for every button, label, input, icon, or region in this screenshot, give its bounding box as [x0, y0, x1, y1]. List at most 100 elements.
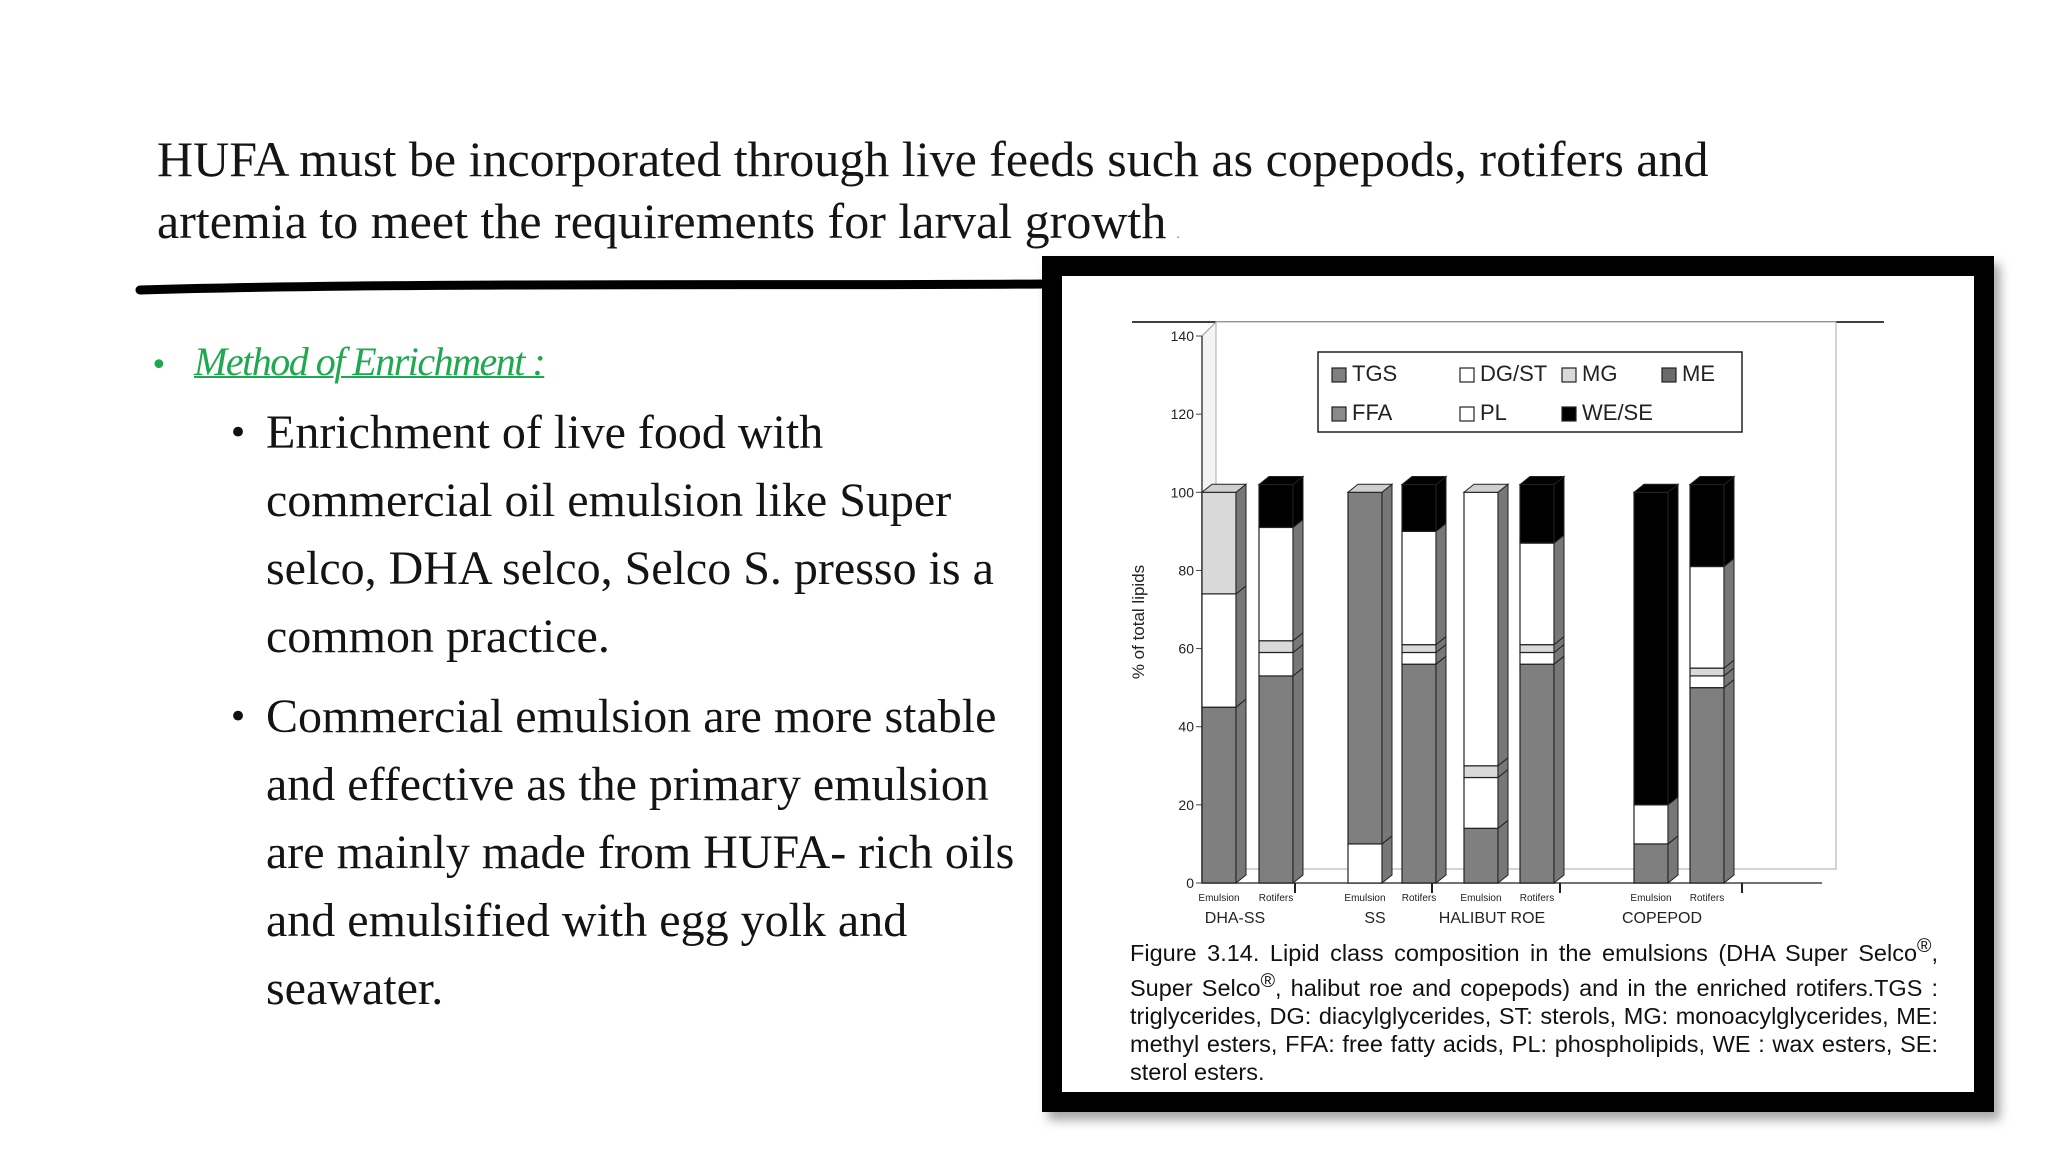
bar-segment — [1519, 651, 1555, 665]
sub-bullet-text: Enrichment of live food with commercial … — [266, 406, 994, 663]
bar-segment — [1633, 843, 1669, 884]
bar-segment — [1519, 644, 1555, 654]
bar-top — [1632, 483, 1680, 493]
bullet-dot: • — [228, 697, 249, 737]
y-tick-label: 80 — [1178, 562, 1194, 578]
bar-label: Emulsion — [1198, 893, 1239, 904]
legend-swatch — [1561, 406, 1577, 422]
bar-side — [1235, 698, 1247, 885]
bar-segment — [1463, 491, 1499, 767]
bar-segment — [1201, 491, 1237, 595]
sub-bullet-list: • Enrichment of live food with commercia… — [150, 399, 1030, 1023]
bar-top — [1257, 475, 1305, 485]
y-tick-label: 140 — [1171, 328, 1195, 344]
title-trailing-mark: . — [1176, 227, 1180, 242]
bar-segment — [1633, 491, 1669, 806]
group-label: SS — [1364, 910, 1385, 926]
bar-segment — [1401, 663, 1437, 884]
y-axis-label: % of total lipids — [1129, 565, 1148, 679]
bar-segment — [1401, 483, 1437, 532]
legend-swatch — [1331, 367, 1347, 383]
bar-top — [1518, 475, 1566, 485]
sub-bullet-text: Commercial emulsion are more stable and … — [266, 690, 1015, 1015]
legend-swatch — [1331, 406, 1347, 422]
legend-box — [1317, 351, 1743, 433]
bar-label: Rotifers — [1259, 893, 1293, 904]
bar-segment — [1347, 491, 1383, 845]
bar-side — [1435, 522, 1447, 646]
bar-top — [1688, 475, 1736, 485]
lipid-class-chart: 0 20 40 60 80 100 120 140 % of total lipids Emuls… — [1129, 320, 1884, 926]
bar-segment — [1519, 663, 1555, 884]
legend-label: FFA — [1352, 400, 1393, 425]
bar-label: Rotifers — [1402, 893, 1436, 904]
bar-segment — [1258, 675, 1294, 884]
group-label: DHA-SS — [1205, 910, 1265, 926]
bar-label: Emulsion — [1460, 893, 1501, 904]
y-tick-label: 100 — [1171, 484, 1195, 500]
figure-frame: 0 20 40 60 80 100 120 140 % of total lipids Emuls… — [1042, 256, 1994, 1112]
bar-segment — [1347, 843, 1383, 884]
bar-segment — [1201, 706, 1237, 884]
y-tick-label: 0 — [1186, 875, 1194, 891]
bar-segment — [1258, 526, 1294, 642]
bar-side — [1292, 475, 1304, 529]
bar-side — [1497, 483, 1509, 767]
legend-label: MG — [1582, 361, 1617, 386]
bar-top — [1200, 483, 1248, 493]
bar-side — [1235, 483, 1247, 595]
legend-label: PL — [1480, 400, 1507, 425]
bar-segment — [1519, 483, 1555, 544]
bar-segment — [1258, 640, 1294, 654]
figure-caption: Figure 3.14. Lipid class composition in … — [1130, 935, 1938, 1085]
bullet-heading: • Method of Enrichment : — [150, 338, 1030, 385]
bar-side — [1435, 655, 1447, 885]
sub-bullet-item: • Commercial emulsion are more stable an… — [228, 683, 1030, 1023]
bar-side — [1723, 678, 1735, 885]
legend-label: ME — [1682, 361, 1715, 386]
legend-label: DG/ST — [1480, 361, 1547, 386]
bar-label: Emulsion — [1630, 893, 1671, 904]
bar-side — [1292, 666, 1304, 885]
bar-side — [1553, 655, 1565, 885]
slide-title-text: HUFA must be incorporated through live f… — [157, 131, 1709, 249]
bar-segment — [1401, 644, 1437, 654]
method-of-enrichment-heading: Method of Enrichment : — [194, 339, 546, 384]
bar-segment — [1689, 675, 1725, 689]
bar-segment — [1633, 804, 1669, 845]
bar-label: Rotifers — [1520, 893, 1554, 904]
bullet-list: • Method of Enrichment : • Enrichment of… — [150, 338, 1030, 1035]
legend-swatch — [1459, 406, 1475, 422]
bar-side — [1381, 483, 1393, 845]
legend-label: TGS — [1352, 361, 1397, 386]
bar-side — [1235, 584, 1247, 709]
group-label: HALIBUT ROE — [1439, 910, 1545, 926]
legend-swatch — [1661, 367, 1677, 383]
figure-inner: 0 20 40 60 80 100 120 140 % of total lipids Emuls… — [1062, 276, 1974, 1092]
bar-side — [1292, 518, 1304, 642]
bar-segment — [1689, 483, 1725, 568]
bar-segment — [1519, 542, 1555, 646]
bar-top — [1346, 483, 1394, 493]
sub-bullet-item: • Enrichment of live food with commercia… — [228, 399, 1030, 671]
bar-segment — [1463, 776, 1499, 829]
y-tick-label: 120 — [1171, 406, 1195, 422]
bar-segment — [1689, 565, 1725, 669]
bar-label: Emulsion — [1344, 893, 1385, 904]
bar-segment — [1201, 593, 1237, 708]
legend-label: WE/SE — [1582, 400, 1653, 425]
legend-swatch — [1459, 367, 1475, 383]
y-tick-label: 40 — [1178, 719, 1194, 735]
bar-segment — [1689, 687, 1725, 884]
bar-side — [1723, 475, 1735, 568]
group-label: COPEPOD — [1622, 910, 1702, 926]
bar-segment — [1401, 530, 1437, 646]
bar-top — [1400, 475, 1448, 485]
bullet-dot: • — [228, 413, 249, 453]
y-tick-label: 60 — [1178, 641, 1194, 657]
bar-segment — [1463, 765, 1499, 779]
y-tick-label: 20 — [1178, 797, 1194, 813]
bar-side — [1723, 557, 1735, 670]
bar-top — [1462, 483, 1510, 493]
